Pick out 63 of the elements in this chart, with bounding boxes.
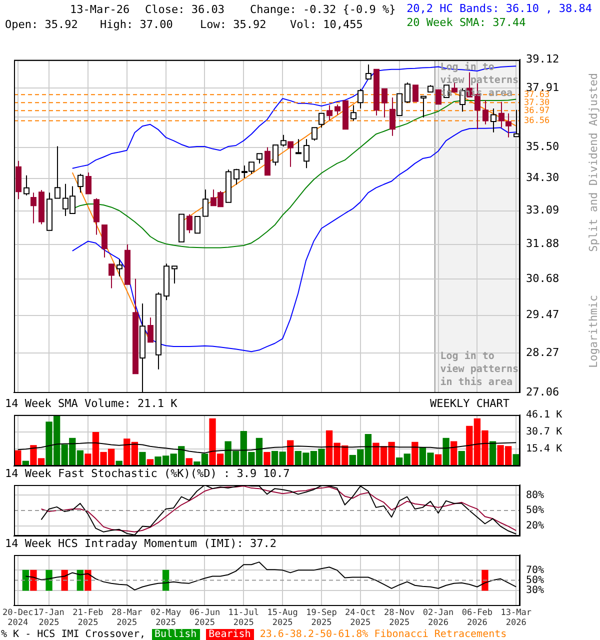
text: 20,2 HC Bands: 36.10 , 38.84 xyxy=(406,2,592,16)
text: 23.6-38.2-50-61.8% Fibonacci Retracements xyxy=(260,629,507,640)
bar xyxy=(450,441,458,466)
x-tick-label: 20-Dec 2024 xyxy=(2,608,34,628)
chart-title: 14 Week HCS Intraday Momentum (IMI): 37.2 xyxy=(5,537,277,550)
annotation: Log in to view patterns in this area xyxy=(440,350,520,390)
x-tick-label: 06-Jun 2025 xyxy=(189,608,220,628)
y-tick-label: 27.06 xyxy=(526,385,560,398)
y-tick-label: 50% xyxy=(526,574,544,586)
x-tick-label: 13-Mar 2026 xyxy=(500,608,532,628)
text: Open: 35.92 xyxy=(5,18,78,31)
y-tick-label: 29.47 xyxy=(526,308,560,322)
x-tick-label: 15-Aug 2025 xyxy=(267,608,298,628)
chart-title: 14 Week Fast Stochastic (%K)(%D) : 3.9 10.7 xyxy=(5,467,290,480)
text: Low: 35.92 xyxy=(200,18,266,31)
ref-line-label: 36.56 xyxy=(524,116,550,126)
y-tick-label: 28.27 xyxy=(526,346,560,359)
y-tick-label: 30.7 K xyxy=(526,426,562,438)
bar xyxy=(489,441,496,466)
x-tick-label: 06-Feb 2026 xyxy=(462,608,493,628)
x-tick-label: 02-May 2025 xyxy=(150,608,182,628)
text: Change: -0.32 {-0.9 %} xyxy=(250,3,396,16)
text: 20 Week SMA: 37.44 xyxy=(406,16,527,30)
text: Close: 36.03 xyxy=(145,3,224,16)
y-tick-label: 50% xyxy=(526,505,544,516)
y-tick-label: 46.1 K xyxy=(526,410,562,421)
x-tick-label: 19-Sep 2025 xyxy=(306,608,337,628)
y-tick-label: 31.88 xyxy=(526,237,560,250)
ref-line-label: 37.63 xyxy=(524,90,550,100)
x-tick-label: 21-Feb 2025 xyxy=(72,608,104,628)
x-tick-label: 17-Jan 2025 xyxy=(34,608,64,628)
y-tick-label: 20% xyxy=(526,520,544,532)
x-tick-label: 28-Mar 2025 xyxy=(112,608,142,628)
y-tick-label: 70% xyxy=(526,564,544,576)
x-tick-label: 11-Jul 2025 xyxy=(228,608,260,628)
y-tick-label: 39.12 xyxy=(526,52,560,66)
y-tick-label: 33.09 xyxy=(526,204,560,217)
text: Bearish xyxy=(206,629,254,640)
y-tick-label: 34.30 xyxy=(526,171,560,184)
text: Logarithmic xyxy=(587,295,600,368)
y-tick-label: 30.68 xyxy=(526,272,560,285)
text: WEEKLY CHART xyxy=(430,397,510,410)
text: High: 37.00 xyxy=(100,18,173,31)
x-tick-label: 24-Oct 2025 xyxy=(345,608,376,628)
y-tick-label: 35.50 xyxy=(526,140,560,154)
x-tick-label: 02-Jan 2026 xyxy=(422,608,454,628)
y-tick-label: 15.4 K xyxy=(526,444,562,455)
y-tick-label: 80% xyxy=(526,490,544,501)
text: % K - HCS IMI Crossover, xyxy=(1,629,146,640)
ref-line-label: 36.97 xyxy=(524,106,550,116)
bar xyxy=(287,440,294,466)
text: 13-Mar-26 xyxy=(70,3,130,16)
ref-line-label: 37.30 xyxy=(524,98,550,108)
text: Bullish xyxy=(152,629,200,640)
bar xyxy=(458,450,465,466)
bar xyxy=(442,438,450,466)
y-tick-label: 30% xyxy=(526,585,544,596)
y-axis-title: Split and Dividend Adjusted xyxy=(587,73,600,252)
text: 14 Week SMA Volume: 21.1 K xyxy=(5,397,178,411)
bar xyxy=(139,452,146,466)
x-tick-label: 28-Nov 2025 xyxy=(384,608,415,628)
text: Vol: 10,455 xyxy=(290,18,363,31)
bar xyxy=(264,452,270,466)
